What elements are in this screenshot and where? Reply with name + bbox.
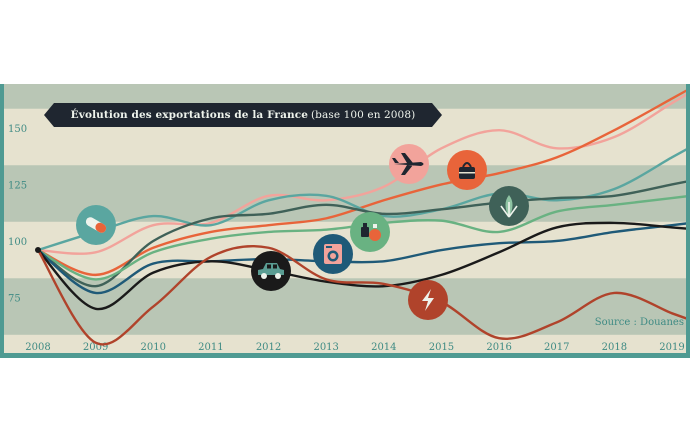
airplane-icon <box>389 144 429 184</box>
perfume-icon <box>350 212 390 252</box>
car-icon <box>251 251 291 291</box>
x-axis-labels: 2008 2009 2010 2011 2012 2013 2014 2015 2016 2017… <box>25 342 684 353</box>
source-note: Source : Douanes <box>595 317 684 328</box>
pill-icon <box>76 205 116 245</box>
y-tick-label: 100 <box>8 237 27 248</box>
chart-frame: 75 100 125 150 2008 2009 2010 2011 2012 2013 2014… <box>0 84 690 358</box>
x-tick-label: 2015 <box>429 342 454 353</box>
y-axis-labels: 75 100 125 150 <box>8 124 27 305</box>
series-line-washing-machine <box>36 222 686 295</box>
series-line-pill <box>36 148 686 252</box>
series-line-lightning <box>36 245 686 346</box>
washing-machine-icon <box>313 234 353 274</box>
series-line-car <box>36 221 686 311</box>
x-tick-label: 2016 <box>486 342 511 353</box>
x-tick-label: 2012 <box>256 342 281 353</box>
x-tick-label: 2013 <box>313 342 338 353</box>
grid-band <box>4 278 686 335</box>
title-sub: (base 100 en 2008) <box>310 109 416 121</box>
y-tick-label: 125 <box>8 181 27 192</box>
handbag-icon <box>447 150 487 190</box>
x-tick-label: 2014 <box>371 342 396 353</box>
title-banner-shape <box>44 103 442 127</box>
title-main: Évolution des exportations de la France <box>70 109 308 121</box>
origin-dot <box>35 247 41 254</box>
x-tick-label: 2009 <box>83 342 108 353</box>
x-tick-label: 2011 <box>198 342 223 353</box>
series-line-handbag <box>36 89 686 277</box>
y-tick-label: 75 <box>8 294 21 305</box>
x-tick-label: 2010 <box>141 342 166 353</box>
x-tick-label: 2008 <box>25 342 50 353</box>
series-line-grain <box>36 180 686 288</box>
y-tick-label: 150 <box>8 124 27 135</box>
chart-title: Évolution des exportations de la France … <box>44 103 442 127</box>
x-tick-label: 2017 <box>544 342 569 353</box>
series-icons <box>76 144 529 320</box>
series-line-airplane <box>36 93 686 255</box>
x-tick-label: 2018 <box>602 342 627 353</box>
lightning-icon <box>408 280 448 320</box>
grain-icon <box>489 186 529 226</box>
x-tick-label: 2019 <box>659 342 684 353</box>
